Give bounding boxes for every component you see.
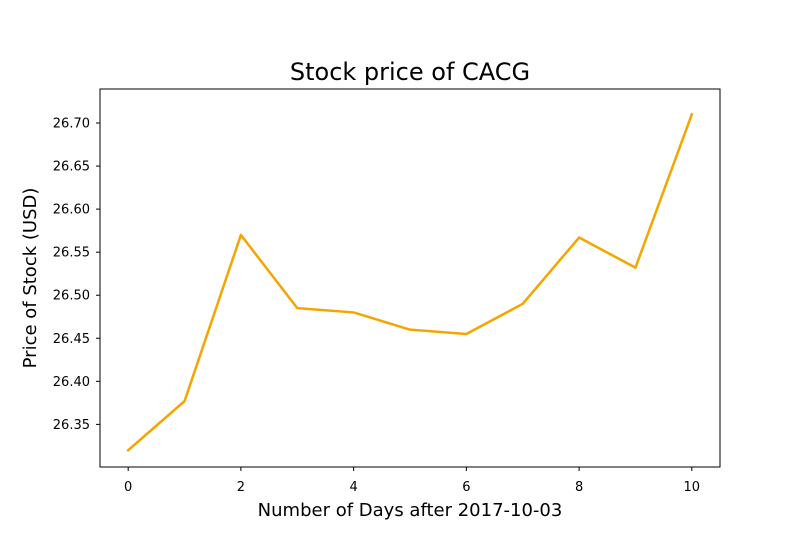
- x-axis-ticks: 0 2 4 6 8 10: [124, 467, 700, 495]
- y-tick-label: 26.35: [53, 418, 90, 433]
- plot-frame: [99, 88, 721, 468]
- y-tick-label: 26.55: [53, 246, 90, 261]
- x-tick-label: 10: [684, 480, 701, 495]
- y-tick-label: 26.50: [53, 289, 90, 304]
- y-axis-label: Price of Stock (USD): [20, 188, 41, 369]
- x-tick-label: 6: [462, 480, 470, 495]
- y-tick-label: 26.65: [53, 160, 90, 175]
- y-tick-label: 26.40: [53, 375, 90, 390]
- y-tick-label: 26.70: [53, 117, 90, 132]
- series-line: [126, 112, 694, 452]
- x-tick-label: 4: [349, 480, 357, 495]
- y-tick-label: 26.45: [53, 332, 90, 347]
- chart-title: Stock price of CACG: [290, 58, 530, 86]
- x-tick-label: 8: [575, 480, 583, 495]
- y-tick-label: 26.60: [53, 203, 90, 218]
- x-tick-label: 0: [124, 480, 132, 495]
- y-axis-ticks: 26.35 26.40 26.45 26.50 26.55 26.60 26.65 26.70: [53, 117, 100, 433]
- x-axis-label: Number of Days after 2017-10-03: [258, 500, 563, 521]
- series-layer: [126, 112, 694, 452]
- x-tick-label: 2: [237, 480, 245, 495]
